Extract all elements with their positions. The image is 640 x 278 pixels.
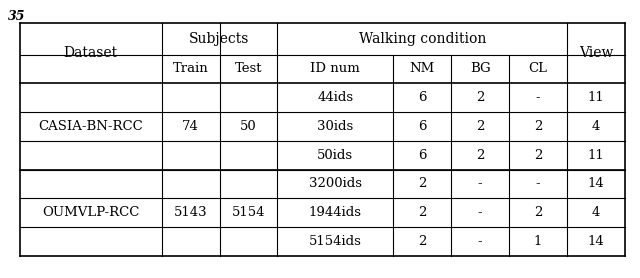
Text: -: - xyxy=(478,235,483,248)
Text: Walking condition: Walking condition xyxy=(358,32,486,46)
Text: OUMVLP-RCC: OUMVLP-RCC xyxy=(42,206,140,219)
Text: View: View xyxy=(579,46,613,60)
Text: 2: 2 xyxy=(418,206,426,219)
Text: CL: CL xyxy=(529,63,548,76)
Text: 35: 35 xyxy=(8,10,26,23)
Text: ID num: ID num xyxy=(310,63,360,76)
Text: 2: 2 xyxy=(534,206,542,219)
Text: 2: 2 xyxy=(476,120,484,133)
Text: Dataset: Dataset xyxy=(64,46,118,60)
Text: 2: 2 xyxy=(476,148,484,162)
Text: 6: 6 xyxy=(418,148,426,162)
Text: 50ids: 50ids xyxy=(317,148,353,162)
Text: CASIA-BN-RCC: CASIA-BN-RCC xyxy=(38,120,143,133)
Text: -: - xyxy=(536,177,540,190)
Text: 2: 2 xyxy=(534,148,542,162)
Text: 2: 2 xyxy=(418,235,426,248)
Text: Subjects: Subjects xyxy=(189,32,250,46)
Text: NM: NM xyxy=(410,63,435,76)
Text: 4: 4 xyxy=(592,206,600,219)
Text: 6: 6 xyxy=(418,91,426,104)
Text: -: - xyxy=(478,177,483,190)
Text: 44ids: 44ids xyxy=(317,91,353,104)
Text: 5143: 5143 xyxy=(173,206,207,219)
Text: 1: 1 xyxy=(534,235,542,248)
Text: 2: 2 xyxy=(418,177,426,190)
Text: Test: Test xyxy=(235,63,262,76)
Text: 2: 2 xyxy=(534,120,542,133)
Text: 2: 2 xyxy=(476,91,484,104)
Text: 6: 6 xyxy=(418,120,426,133)
Text: 11: 11 xyxy=(588,148,604,162)
Text: 5154ids: 5154ids xyxy=(309,235,362,248)
Text: 14: 14 xyxy=(588,235,604,248)
Text: 1944ids: 1944ids xyxy=(309,206,362,219)
Text: -: - xyxy=(536,91,540,104)
Text: 3200ids: 3200ids xyxy=(309,177,362,190)
Text: BG: BG xyxy=(470,63,490,76)
Text: 74: 74 xyxy=(182,120,199,133)
Text: Train: Train xyxy=(173,63,209,76)
Text: 30ids: 30ids xyxy=(317,120,353,133)
Text: 5154: 5154 xyxy=(232,206,265,219)
Text: -: - xyxy=(478,206,483,219)
Text: 4: 4 xyxy=(592,120,600,133)
Text: 11: 11 xyxy=(588,91,604,104)
Text: 14: 14 xyxy=(588,177,604,190)
Text: 50: 50 xyxy=(240,120,257,133)
